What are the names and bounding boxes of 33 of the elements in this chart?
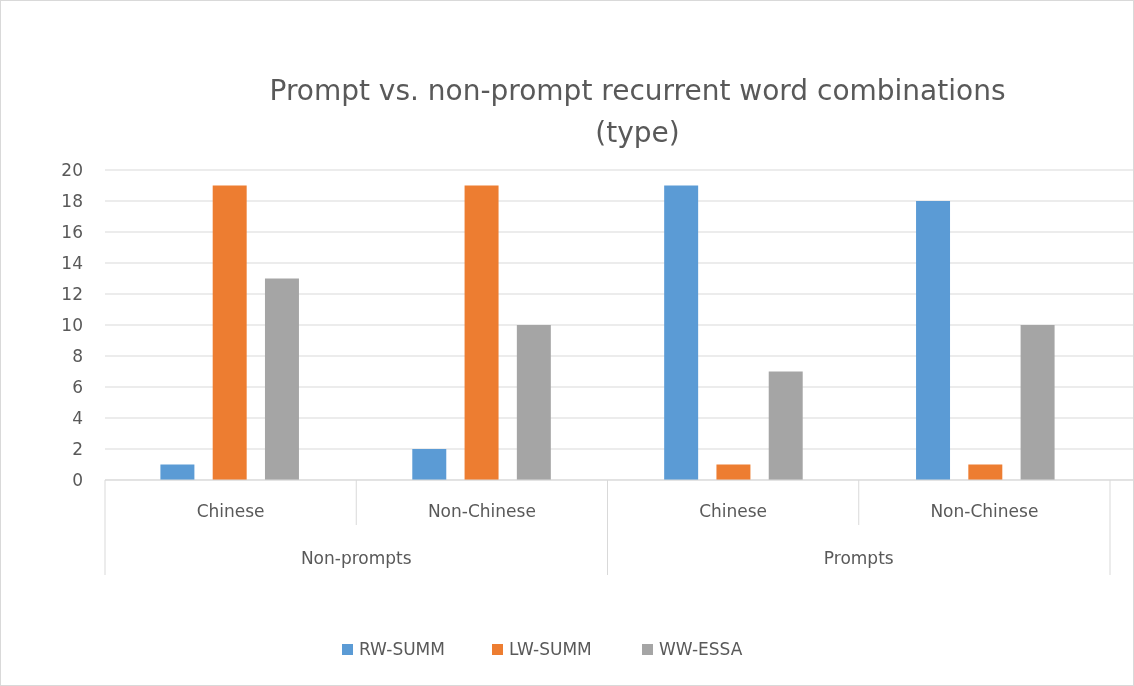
bar [160, 464, 195, 480]
bar [916, 201, 951, 480]
y-tick-label: 14 [61, 253, 83, 273]
legend-label: RW-SUMM [359, 639, 445, 659]
bar [412, 449, 447, 480]
bar [464, 185, 499, 480]
bar [264, 278, 299, 480]
bar [212, 185, 247, 480]
x-tick-label: Chinese [196, 501, 265, 521]
x-tick-label: Chinese [699, 501, 768, 521]
legend-label: LW-SUMM [509, 639, 592, 659]
text: Non-prompts [300, 548, 412, 568]
x-tick-label: Non-Chinese [427, 501, 536, 521]
bar [968, 464, 1003, 480]
bar [1020, 325, 1055, 480]
y-tick-label: 2 [72, 439, 83, 459]
y-tick-label: 20 [61, 160, 83, 180]
legend-label: WW-ESSA [659, 639, 743, 659]
y-tick-label: 4 [72, 408, 83, 428]
y-tick-label: 18 [61, 191, 83, 211]
bar [716, 464, 751, 480]
bar [664, 185, 699, 480]
y-tick-label: 0 [72, 470, 83, 490]
y-tick-label: 12 [61, 284, 83, 304]
y-tick-label: 10 [61, 315, 83, 335]
bar [768, 371, 803, 480]
y-tick-label: 16 [61, 222, 83, 242]
bar [516, 325, 551, 480]
y-tick-label: 6 [72, 377, 83, 397]
y-tick-label: 8 [72, 346, 83, 366]
x-tick-label: Non-Chinese [930, 501, 1039, 521]
text: Prompts [823, 548, 894, 568]
chart-title: Prompt vs. non-prompt recurrent word combinations (type) [269, 74, 1006, 149]
